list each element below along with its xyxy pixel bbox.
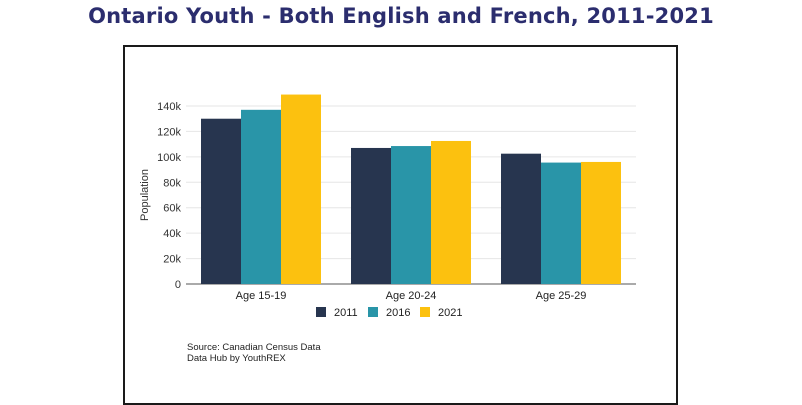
bar-2021-2	[431, 140, 471, 284]
legend-swatch-2011	[316, 307, 326, 317]
x-tick-label: Age 20-24	[386, 290, 437, 302]
page-title: Ontario Youth - Both English and French,…	[88, 4, 714, 28]
y-tick-label: 40k	[163, 228, 181, 240]
y-tick-label: 140k	[157, 101, 181, 113]
bar-2016-3	[541, 162, 581, 284]
legend-label-2011: 2011	[334, 307, 358, 319]
y-tick-label: 20k	[163, 254, 181, 266]
y-axis-label: Population	[139, 169, 151, 221]
y-tick-label: 80k	[163, 177, 181, 189]
x-tick-label: Age 25-29	[536, 290, 587, 302]
source-note: Source: Canadian Census Data Data Hub by…	[187, 342, 321, 364]
legend-swatch-2016	[368, 307, 378, 317]
bar-2011-2	[351, 147, 391, 284]
bar-2021-1	[281, 94, 321, 284]
legend-label-2021: 2021	[438, 307, 462, 319]
legend-swatch-2021	[420, 307, 430, 317]
legend-label-2016: 2016	[386, 307, 410, 319]
bar-2016-2	[391, 146, 431, 284]
source-line: Source: Canadian Census Data	[187, 342, 321, 353]
bar-2011-1	[201, 118, 241, 284]
data-hub-line: Data Hub by YouthREX	[187, 353, 286, 364]
bar-2016-1	[241, 109, 281, 284]
y-tick-label: 100k	[157, 152, 181, 164]
y-tick-label: 0	[175, 279, 181, 291]
bar-2011-3	[501, 153, 541, 284]
y-tick-label: 120k	[157, 126, 181, 138]
y-tick-label: 60k	[163, 203, 181, 215]
x-tick-label: Age 15-19	[236, 290, 287, 302]
bar-2021-3	[581, 161, 621, 284]
